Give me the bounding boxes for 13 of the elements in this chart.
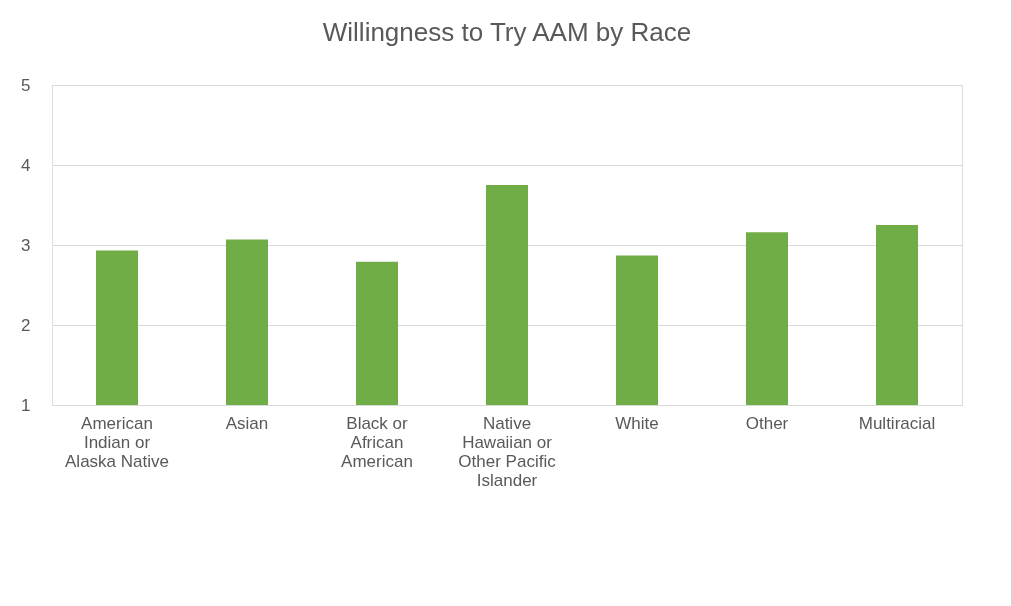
x-tick-label: Black or African American xyxy=(341,413,413,471)
y-tick-label: 4 xyxy=(21,155,31,175)
x-tick-label: American Indian or Alaska Native xyxy=(65,413,169,471)
y-tick-label: 5 xyxy=(21,75,31,95)
y-tick-label: 1 xyxy=(21,395,31,415)
y-tick-label: 3 xyxy=(21,235,31,255)
x-tick-label: Native Hawaiian or Other Pacific Islander xyxy=(458,413,557,490)
x-tick-label: Asian xyxy=(225,413,269,433)
x-tick-label: White xyxy=(615,413,659,433)
chart-title: Willingness to Try AAM by Race xyxy=(322,17,692,47)
y-tick-label: 2 xyxy=(21,315,31,335)
x-tick-label: Other xyxy=(745,413,789,433)
x-tick-label: Multiracial xyxy=(858,413,936,433)
